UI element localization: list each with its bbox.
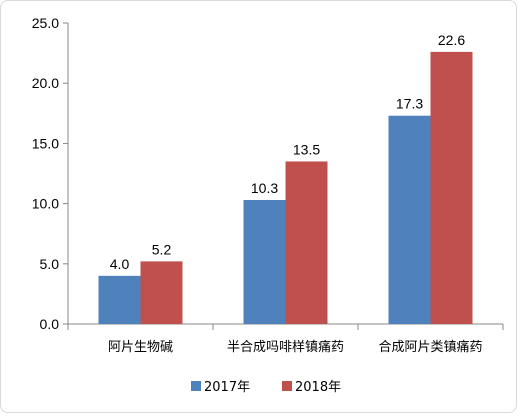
y-tick-label: 10.0 <box>32 196 59 212</box>
data-label: 5.2 <box>152 241 172 257</box>
bar <box>243 199 286 324</box>
data-label: 22.6 <box>438 32 465 48</box>
y-tick-label: 5.0 <box>40 256 60 272</box>
y-tick-label: 15.0 <box>32 135 59 151</box>
data-label: 4.0 <box>110 256 130 272</box>
data-label: 10.3 <box>251 180 278 196</box>
bar <box>430 51 473 325</box>
x-category-label: 阿片生物碱 <box>108 340 173 355</box>
legend-label: 2018年 <box>295 380 341 395</box>
data-label: 17.3 <box>396 96 423 112</box>
bar <box>388 115 431 324</box>
x-category-label: 合成阿片类镇痛药 <box>378 339 482 355</box>
legend-swatch <box>191 381 201 391</box>
x-category-label: 半合成吗啡样镇痛药 <box>227 339 344 355</box>
bar <box>140 261 183 324</box>
y-tick-label: 0.0 <box>40 316 60 332</box>
data-label: 13.5 <box>293 141 320 157</box>
bar <box>285 161 328 324</box>
bar <box>98 275 141 324</box>
y-tick-label: 25.0 <box>32 15 59 31</box>
legend-label: 2017年 <box>204 380 250 395</box>
y-tick-label: 20.0 <box>32 75 59 91</box>
legend-swatch <box>282 381 292 391</box>
